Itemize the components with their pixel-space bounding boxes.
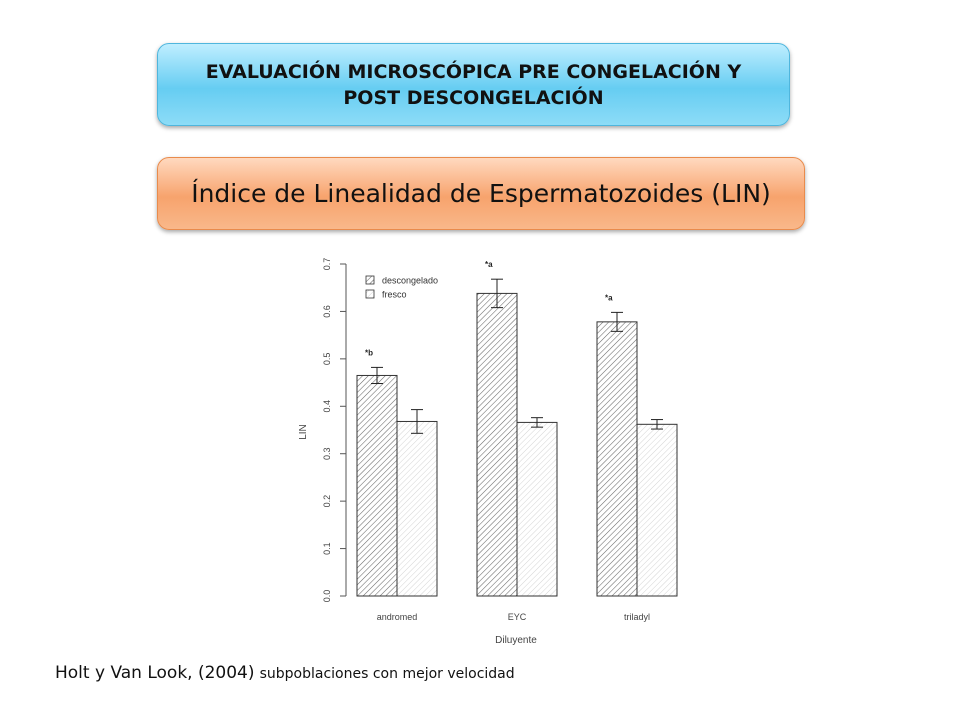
y-tick-label: 0.7 [322,258,332,271]
legend: descongelado fresco [365,275,438,300]
subtitle-banner: Índice de Linealidad de Espermatozoides … [157,157,805,230]
y-tick-label: 0.2 [322,495,332,508]
y-tick-label: 0.1 [322,542,332,555]
legend-swatch-descongelado [365,275,375,285]
section-title: EVALUACIÓN MICROSCÓPICA PRE CONGELACIÓN … [206,59,741,111]
y-tick-label: 0.5 [322,353,332,366]
y-axis: 0.0 0.1 0.2 0.3 0.4 0.5 0.6 0.7 LIN [298,258,347,603]
x-axis: andromed EYC triladyl Diluyente [377,612,650,646]
bar-descongelado-EYC [476,292,518,597]
legend-label-descongelado: descongelado [382,276,438,286]
significance-label: *b [365,348,373,357]
y-tick-label: 0.4 [322,400,332,413]
significance-label: *a [485,260,493,269]
section-title-line1: EVALUACIÓN MICROSCÓPICA PRE CONGELACIÓN … [205,60,742,83]
section-title-banner: EVALUACIÓN MICROSCÓPICA PRE CONGELACIÓN … [157,43,790,126]
citation-note: subpoblaciones con mejor velocidad [259,666,515,682]
bar-descongelado-andromed [356,374,398,597]
citation: Holt y Van Look, (2004) subpoblaciones c… [55,663,515,683]
bars-group: *b *a *a [356,260,678,597]
x-tick-label: andromed [377,612,418,622]
legend-label-fresco: fresco [382,290,407,300]
y-tick-label: 0.6 [322,305,332,318]
bar-fresco-EYC [516,421,558,597]
x-tick-label: EYC [508,612,527,622]
y-tick-label: 0.0 [322,590,332,603]
subtitle-text: Índice de Linealidad de Espermatozoides … [191,179,771,208]
citation-authors: Holt y Van Look, (2004) [55,663,255,683]
y-axis-title: LIN [298,424,309,440]
y-tick-label: 0.3 [322,447,332,460]
significance-label: *a [605,293,613,302]
bar-descongelado-triladyl [596,321,638,597]
bar-fresco-triladyl [636,423,678,597]
bar-fresco-andromed [396,420,438,597]
x-tick-label: triladyl [624,612,650,622]
legend-swatch-fresco [365,289,375,299]
x-axis-title: Diluyente [495,635,537,646]
lin-bar-chart: 0.0 0.1 0.2 0.3 0.4 0.5 0.6 0.7 LIN *b *a *a andro… [298,258,678,646]
section-title-line2: POST DESCONGELACIÓN [343,86,604,109]
